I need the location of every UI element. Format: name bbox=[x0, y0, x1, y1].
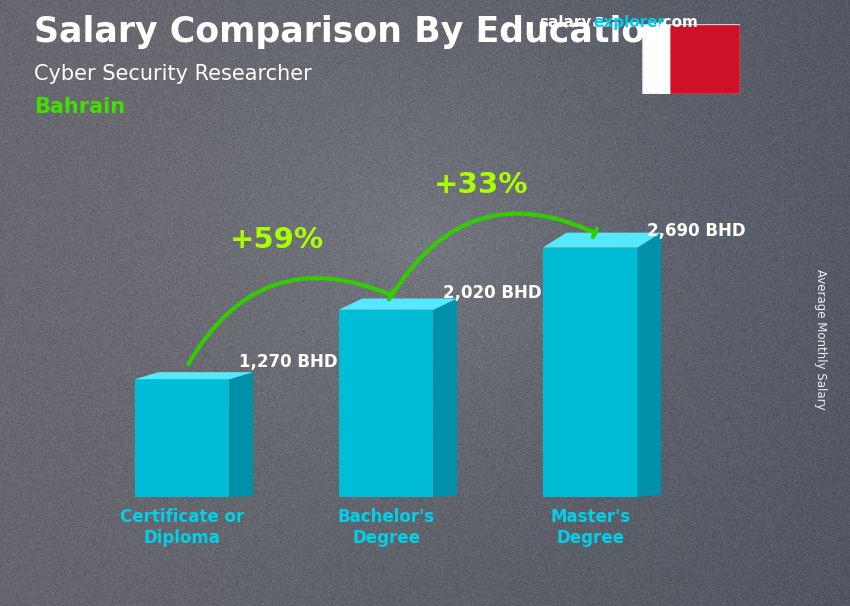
Bar bbox=[135, 379, 230, 497]
Text: Salary Comparison By Education: Salary Comparison By Education bbox=[34, 15, 670, 49]
Bar bbox=[543, 248, 638, 497]
Text: Cyber Security Researcher: Cyber Security Researcher bbox=[34, 64, 312, 84]
Bar bbox=[642, 24, 672, 94]
Polygon shape bbox=[672, 66, 686, 80]
Text: 2,020 BHD: 2,020 BHD bbox=[443, 284, 541, 302]
Text: 2,690 BHD: 2,690 BHD bbox=[647, 222, 745, 240]
Polygon shape bbox=[672, 38, 686, 52]
Polygon shape bbox=[135, 372, 253, 379]
Text: .com: .com bbox=[657, 15, 698, 30]
Polygon shape bbox=[672, 24, 686, 38]
Polygon shape bbox=[672, 52, 686, 66]
Bar bbox=[339, 310, 434, 497]
Text: Average Monthly Salary: Average Monthly Salary bbox=[813, 269, 827, 410]
Text: Bahrain: Bahrain bbox=[34, 97, 125, 117]
Text: explorer: explorer bbox=[593, 15, 666, 30]
Polygon shape bbox=[672, 80, 686, 94]
Polygon shape bbox=[638, 233, 661, 497]
Polygon shape bbox=[434, 299, 457, 497]
Polygon shape bbox=[543, 233, 661, 248]
Text: 1,270 BHD: 1,270 BHD bbox=[239, 353, 337, 371]
Polygon shape bbox=[339, 299, 457, 310]
Text: salary: salary bbox=[540, 15, 592, 30]
Text: +33%: +33% bbox=[434, 170, 528, 199]
Text: +59%: +59% bbox=[230, 227, 324, 255]
Polygon shape bbox=[230, 372, 253, 497]
